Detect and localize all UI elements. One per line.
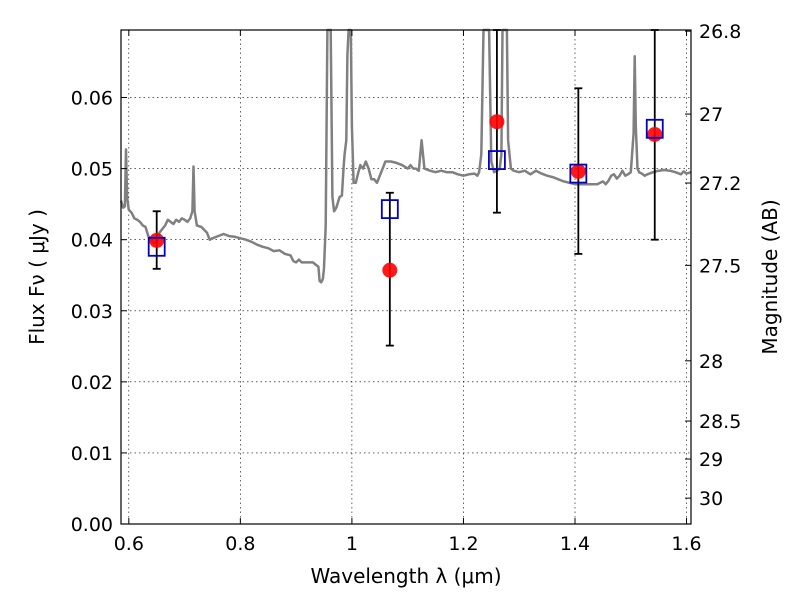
observed-point bbox=[149, 232, 165, 248]
grid-lines bbox=[121, 30, 691, 525]
right-tick-label: 27.2 bbox=[699, 173, 741, 195]
model-point bbox=[380, 199, 399, 220]
axis-ticks bbox=[121, 30, 691, 525]
y-axis-title: Flux Fν ( μJy ) bbox=[25, 209, 49, 345]
x-tick-label: 0.8 bbox=[225, 533, 255, 555]
right-axis-title: Magnitude (AB) bbox=[758, 199, 782, 354]
y-tick-label: 0.06 bbox=[71, 88, 113, 110]
x-tick-label: 1.6 bbox=[671, 533, 701, 555]
observed-point bbox=[647, 126, 663, 142]
observed-points bbox=[149, 114, 663, 278]
model-point bbox=[569, 163, 588, 184]
right-tick-label: 27 bbox=[699, 104, 723, 126]
observed-point bbox=[489, 114, 505, 130]
right-tick-label: 29 bbox=[699, 449, 723, 471]
error-bars bbox=[152, 29, 659, 347]
right-tick-label: 28.5 bbox=[699, 411, 741, 433]
y-tick-label: 0.01 bbox=[71, 443, 113, 465]
right-tick-label: 28 bbox=[699, 351, 723, 373]
y-tick-label: 0.03 bbox=[71, 301, 113, 323]
x-tick-label: 1.4 bbox=[560, 533, 590, 555]
right-tick-label: 26.8 bbox=[699, 21, 741, 43]
x-axis-title: Wavelength λ (μm) bbox=[310, 564, 501, 588]
tick-labels: 0.6 0.8 1 1.2 1.4 1.6 0.00 0.01 0.02 0.03 0.04 0.05… bbox=[71, 21, 742, 555]
model-point bbox=[147, 236, 166, 257]
x-tick-label: 0.6 bbox=[114, 533, 144, 555]
model-point bbox=[488, 150, 506, 170]
spectrum-line bbox=[119, 28, 692, 284]
plot-frame bbox=[120, 29, 692, 525]
observed-point bbox=[570, 163, 586, 179]
right-tick-label: 30 bbox=[699, 488, 723, 510]
observed-point bbox=[382, 262, 398, 278]
model-points bbox=[147, 118, 664, 257]
spectrum-layer bbox=[119, 28, 692, 284]
y-tick-label: 0.00 bbox=[71, 514, 113, 536]
x-tick-label: 1.2 bbox=[448, 533, 478, 555]
y-tick-label: 0.05 bbox=[71, 159, 113, 181]
x-tick-label: 1 bbox=[346, 533, 358, 555]
y-tick-label: 0.02 bbox=[71, 372, 113, 394]
y-tick-label: 0.04 bbox=[71, 230, 113, 252]
right-tick-label: 27.5 bbox=[699, 255, 741, 277]
model-point bbox=[645, 118, 664, 139]
